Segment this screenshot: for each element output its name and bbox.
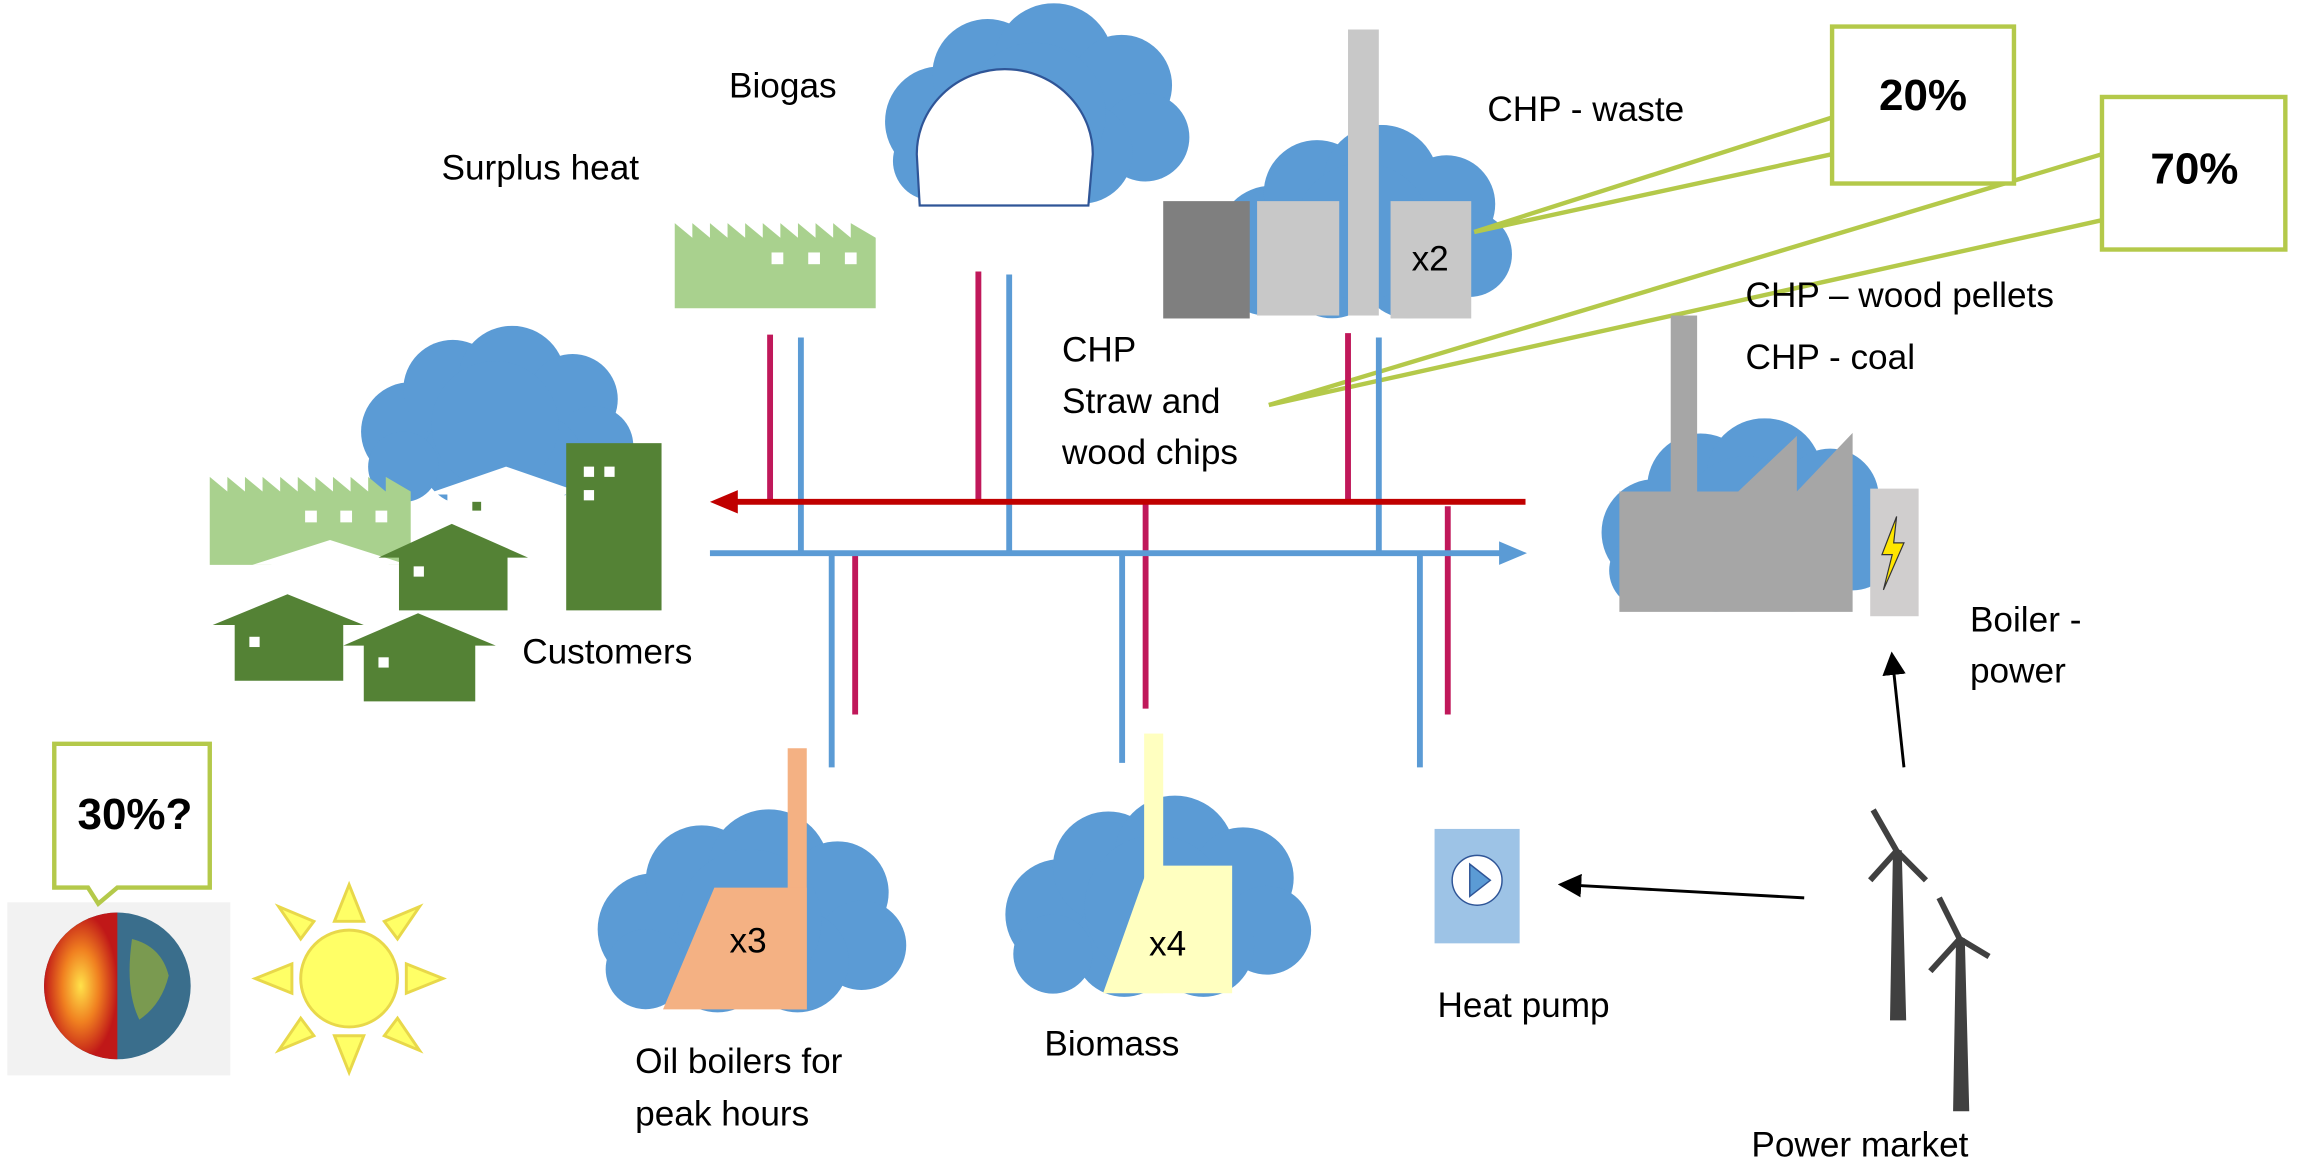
building	[1390, 201, 1472, 319]
label: CHP	[1062, 331, 1136, 370]
earth-core	[44, 912, 118, 1060]
sun	[251, 880, 447, 1077]
windows	[771, 252, 857, 265]
chimney	[1348, 29, 1379, 316]
house	[425, 466, 587, 546]
label: wood chips	[1061, 433, 1238, 472]
label: Biomass	[1044, 1024, 1179, 1063]
multiplier: x2	[1412, 240, 1449, 279]
house	[252, 539, 408, 587]
building	[1257, 201, 1340, 316]
callout-box	[52, 741, 212, 908]
label: Heat pump	[1438, 986, 1610, 1025]
multiplier: x3	[730, 922, 767, 961]
label: Oil boilers for	[635, 1042, 843, 1081]
callout-box	[1829, 24, 2017, 186]
labels: Biogas Surplus heat CHP - waste CHP – wood …	[77, 66, 2238, 1164]
callout-text: 70%	[2150, 144, 2238, 193]
windows	[249, 466, 615, 668]
window	[472, 501, 482, 511]
arrowhead	[1499, 541, 1527, 565]
label: Boiler -	[1970, 600, 2081, 639]
label: Surplus heat	[442, 149, 640, 188]
label: CHP - coal	[1746, 338, 1915, 377]
windows	[305, 510, 388, 523]
pump-triangle	[1469, 862, 1492, 898]
callout-lines	[1268, 115, 2103, 408]
label: CHP – wood pellets	[1746, 276, 2054, 315]
factory	[674, 223, 876, 309]
label: Customers	[522, 633, 692, 672]
label: Biogas	[729, 66, 837, 105]
biogas-dome	[915, 68, 1094, 207]
callout-box	[2099, 94, 2288, 252]
boiler	[663, 887, 807, 1010]
bolt	[1881, 516, 1905, 591]
building	[1163, 201, 1250, 319]
label: CHP - waste	[1487, 90, 1684, 129]
arrowhead	[709, 490, 738, 514]
chimney	[1670, 315, 1698, 492]
wind-turbines	[1868, 808, 1991, 1112]
factory	[1619, 432, 1853, 612]
label: peak hours	[635, 1095, 809, 1134]
pipes	[709, 271, 1526, 768]
callout-text: 30%?	[77, 790, 192, 839]
multiplier: x4	[1149, 925, 1186, 964]
label: power	[1970, 652, 2066, 691]
label: Straw and	[1062, 382, 1220, 421]
label: Power market	[1751, 1126, 1968, 1165]
land	[129, 938, 169, 1020]
arrows	[1557, 651, 1906, 900]
boiler	[1103, 865, 1233, 994]
callout-text: 20%	[1879, 71, 1967, 120]
